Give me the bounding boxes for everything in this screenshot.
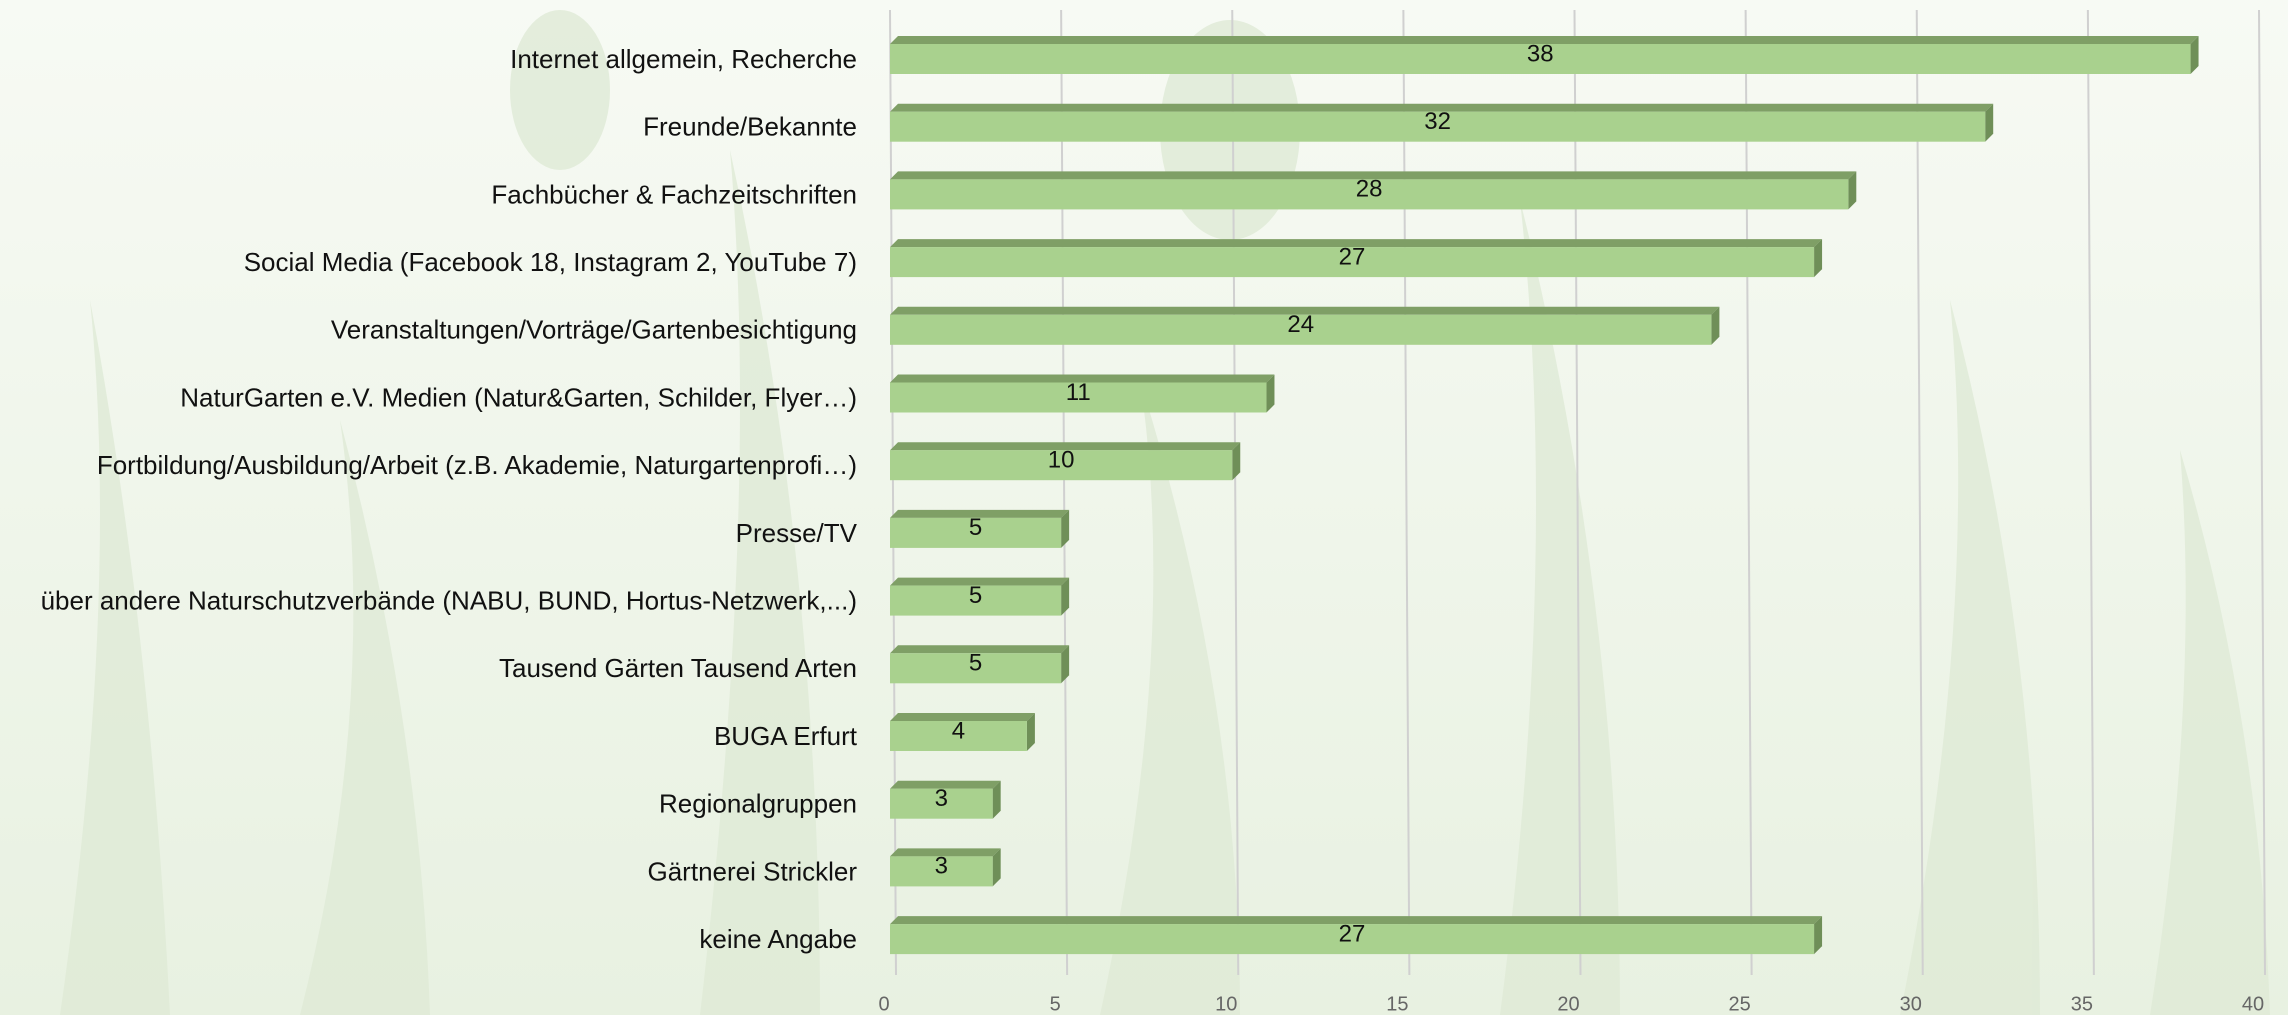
- x-tick-label: 35: [2071, 993, 2093, 1015]
- bar-top: [890, 103, 1994, 112]
- bar-top: [890, 239, 1823, 248]
- bar-side: [1848, 171, 1857, 210]
- bar: [890, 721, 1027, 751]
- value-label: 27: [1339, 243, 1366, 270]
- x-tick-label: 40: [2242, 993, 2264, 1015]
- bar-top: [890, 171, 1857, 180]
- y-tick-label: Fachbücher & Fachzeitschriften: [491, 179, 857, 209]
- y-tick-label: Social Media (Facebook 18, Instagram 2, …: [244, 247, 857, 277]
- bar: [890, 856, 993, 887]
- y-tick-label: Tausend Gärten Tausend Arten: [499, 653, 857, 683]
- bar: [890, 247, 1815, 278]
- y-tick-label: BUGA Erfurt: [714, 721, 858, 751]
- grid-line: [1744, 9, 1753, 976]
- bar-top: [890, 780, 1001, 789]
- value-label: 28: [1356, 176, 1383, 203]
- bar-side: [992, 848, 1001, 887]
- bar-top: [890, 374, 1275, 383]
- bar-top: [890, 36, 2199, 44]
- bar: [890, 111, 1986, 142]
- bar-side: [1061, 577, 1070, 616]
- value-label: 38: [1527, 40, 1554, 67]
- bar-side: [2190, 36, 2199, 74]
- grid-line: [1060, 9, 1069, 976]
- bar-top: [890, 442, 1241, 451]
- bar: [890, 382, 1267, 413]
- value-label: 5: [969, 650, 982, 677]
- grid-line: [1915, 9, 1924, 976]
- value-label: 3: [935, 853, 948, 880]
- bar: [890, 450, 1233, 481]
- value-label: 4: [952, 717, 965, 744]
- y-tick-label: Fortbildung/Ausbildung/Arbeit (z.B. Akad…: [97, 450, 857, 480]
- bar-side: [1985, 103, 1994, 142]
- bar: [890, 788, 993, 819]
- bar-top: [890, 306, 1720, 315]
- bar-top: [890, 509, 1070, 518]
- y-tick-label: Freunde/Bekannte: [643, 112, 857, 142]
- bar-side: [992, 780, 1001, 819]
- bar-side: [1814, 916, 1823, 955]
- bar-top: [890, 916, 1823, 925]
- value-label: 5: [969, 582, 982, 609]
- bar: [890, 44, 2191, 74]
- bar-side: [1026, 713, 1035, 751]
- value-label: 27: [1339, 920, 1366, 947]
- grid-line: [1573, 9, 1582, 976]
- y-tick-label: Gärtnerei Strickler: [648, 856, 858, 886]
- bar: [890, 314, 1712, 345]
- grid-line: [2086, 9, 2095, 976]
- value-label: 3: [935, 785, 948, 812]
- bar-side: [1266, 374, 1275, 413]
- bar-top: [890, 713, 1035, 721]
- value-label: 10: [1048, 447, 1075, 474]
- bar-top: [890, 848, 1001, 857]
- x-tick-label: 5: [1050, 993, 1061, 1015]
- grid-line: [1231, 9, 1240, 976]
- y-tick-label: NaturGarten e.V. Medien (Natur&Garten, S…: [180, 382, 857, 412]
- bar-side: [1232, 442, 1241, 481]
- x-tick-label: 10: [1215, 993, 1237, 1015]
- y-tick-label: keine Angabe: [699, 924, 857, 954]
- bar-top: [890, 645, 1070, 654]
- grid-line: [2258, 9, 2266, 976]
- grid-line: [1402, 9, 1411, 976]
- y-tick-label: Regionalgruppen: [659, 789, 857, 819]
- y-tick-label: Presse/TV: [736, 518, 858, 548]
- y-tick-label: Internet allgemein, Recherche: [510, 44, 857, 74]
- bar: [890, 179, 1849, 210]
- bar: [890, 517, 1062, 548]
- y-tick-label: Veranstaltungen/Vorträge/Gartenbesichtig…: [331, 315, 857, 345]
- x-tick-label: 25: [1729, 993, 1751, 1015]
- value-label: 11: [1066, 379, 1091, 406]
- bar-side: [1061, 509, 1070, 548]
- value-label: 24: [1287, 311, 1314, 338]
- x-tick-label: 0: [878, 993, 889, 1015]
- bar-side: [1061, 645, 1070, 684]
- x-tick-label: 20: [1557, 993, 1579, 1015]
- x-tick-label: 30: [1900, 993, 1922, 1015]
- bar: [890, 924, 1815, 955]
- bar-side: [1814, 239, 1823, 278]
- bar-side: [1711, 306, 1720, 345]
- value-label: 32: [1424, 108, 1451, 135]
- bar: [890, 585, 1062, 616]
- value-label: 5: [969, 514, 982, 541]
- bar-top: [890, 577, 1070, 586]
- y-tick-label: über andere Naturschutzverbände (NABU, B…: [41, 585, 857, 615]
- x-tick-label: 15: [1386, 993, 1408, 1015]
- bar: [890, 653, 1062, 684]
